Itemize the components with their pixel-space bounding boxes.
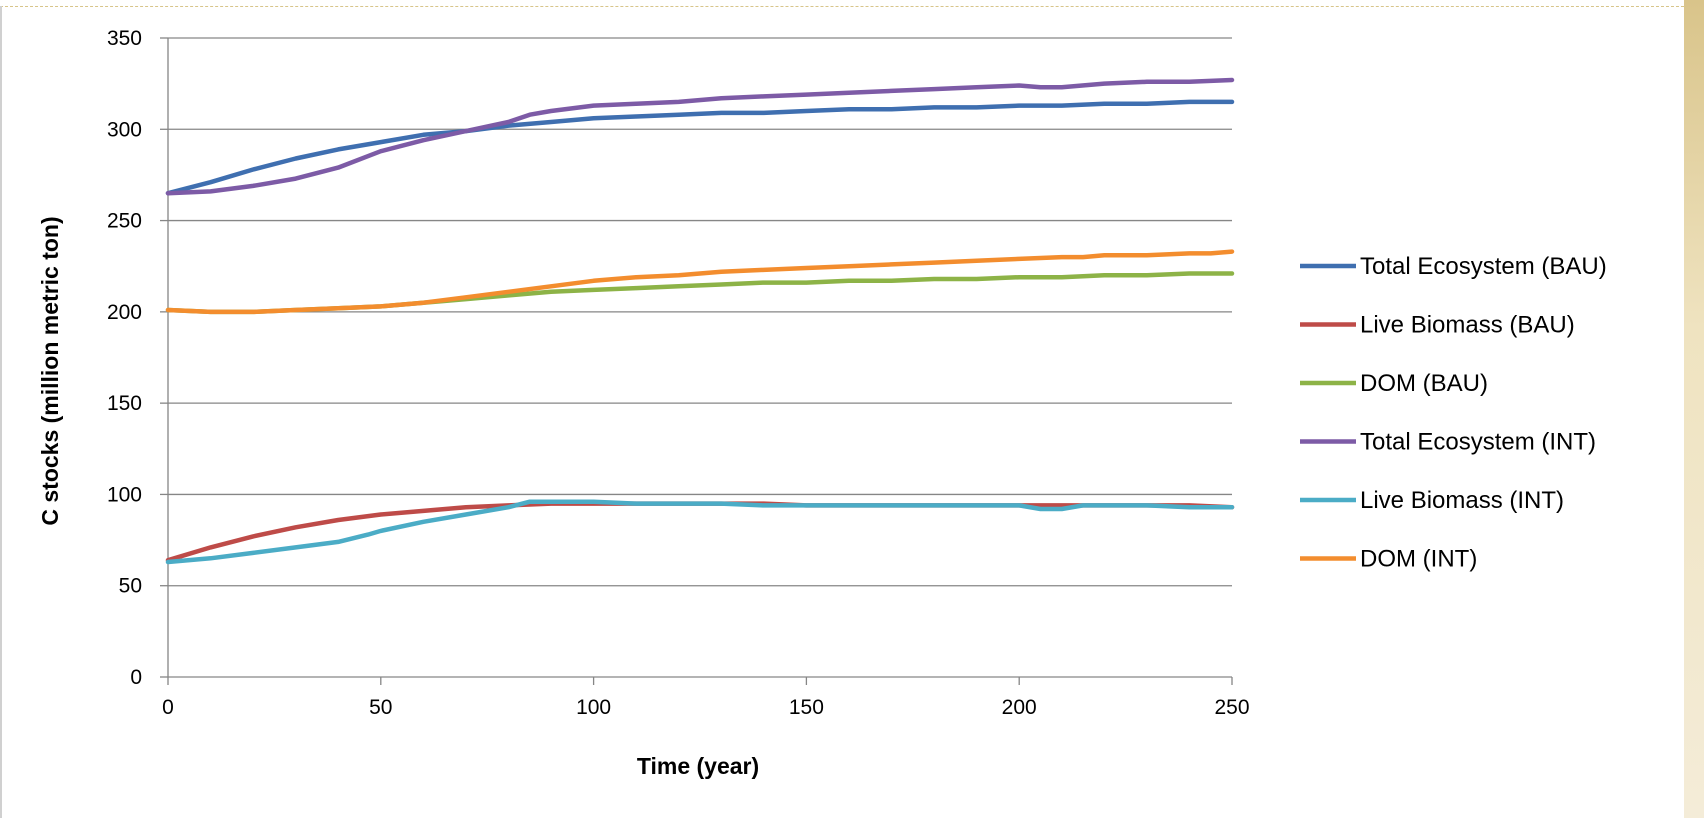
legend-label-dom-bau: DOM (BAU) — [1360, 370, 1488, 397]
x-axis-title: Time (year) — [637, 753, 759, 779]
frame-right-edge — [1684, 0, 1704, 818]
series-line-live-biomass-int — [165, 499, 1235, 565]
x-tick-label-250: 250 — [1214, 696, 1249, 719]
x-tick-label-0: 0 — [162, 696, 174, 719]
legend-label-total-ecosystem-int: Total Ecosystem (INT) — [1360, 429, 1596, 456]
series-line-live-biomass-bau — [165, 501, 1235, 563]
legend-label-total-ecosystem-bau: Total Ecosystem (BAU) — [1360, 253, 1607, 280]
axes — [160, 37, 1233, 685]
y-tick-label-50: 50 — [119, 575, 142, 598]
series-line-dom-bau — [165, 271, 1235, 315]
legend-label-dom-int: DOM (INT) — [1360, 546, 1477, 573]
y-tick-label-300: 300 — [107, 118, 142, 141]
series-line-total-ecosystem-int — [165, 77, 1235, 196]
x-tick-label-200: 200 — [1002, 696, 1037, 719]
y-tick-label-150: 150 — [107, 392, 142, 415]
frame-top-border — [0, 0, 1704, 7]
x-tick-label-100: 100 — [576, 696, 611, 719]
y-tick-label-200: 200 — [107, 301, 142, 324]
y-tick-label-250: 250 — [107, 210, 142, 233]
x-tick-label-50: 50 — [369, 696, 392, 719]
tick-labels: 0 50 100 150 200 250 300 350 0 50 100 150 200 250 — [107, 27, 1250, 719]
y-tick-label-350: 350 — [107, 27, 142, 50]
y-tick-label-100: 100 — [107, 483, 142, 506]
legend: Total Ecosystem (BAU) Live Biomass (BAU) D… — [1300, 253, 1607, 573]
series-lines — [165, 77, 1235, 565]
legend-label-live-biomass-bau: Live Biomass (BAU) — [1360, 312, 1575, 339]
series-line-dom-int — [165, 249, 1235, 315]
y-axis-title: C stocks (million metric ton) — [37, 216, 63, 525]
gridlines — [168, 37, 1232, 587]
y-tick-label-0: 0 — [130, 666, 142, 689]
series-line-total-ecosystem-bau — [165, 99, 1235, 196]
frame-left-border — [0, 6, 2, 818]
x-tick-label-150: 150 — [789, 696, 824, 719]
legend-label-live-biomass-int: Live Biomass (INT) — [1360, 487, 1564, 514]
